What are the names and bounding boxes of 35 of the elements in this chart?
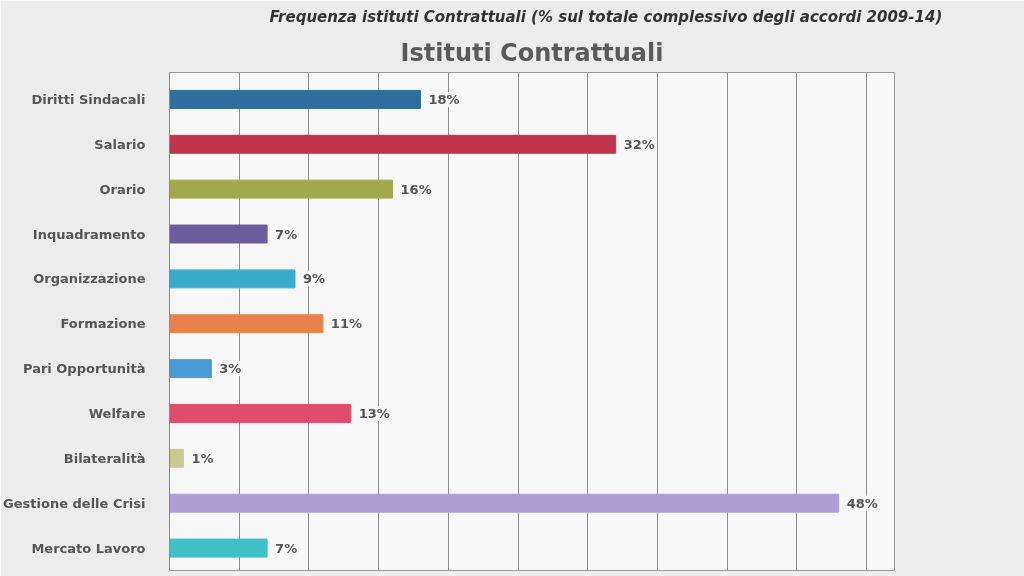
bar [169,179,394,199]
chart-title: Istituti Contrattuali [400,38,664,67]
y-tick-label: Formazione [60,316,146,332]
data-label: 16% [400,181,432,197]
text: Frequenza istituti Contrattuali (% sul totale complessivo degli accordi 2009-14) [269,7,943,26]
data-label: 7% [275,226,298,242]
y-tick-label: Bilateralità [63,450,146,466]
y-tick-label: Inquadramento [32,226,146,242]
bar [169,134,617,154]
data-label: 48% [846,495,878,511]
data-label: 11% [330,316,362,332]
bar [169,89,421,109]
bar [169,269,296,289]
data-label: 32% [623,136,655,152]
bar [169,538,268,558]
y-tick-label: Organizzazione [33,271,146,287]
data-label: 18% [428,91,460,107]
data-label: 9% [302,271,326,287]
y-tick-label: Diritti Sindacali [31,91,146,107]
data-label: 7% [275,540,298,556]
data-label: 13% [358,405,390,421]
bar [169,448,184,468]
data-label: 1% [191,450,214,466]
y-tick-label: Gestione delle Crisi [3,495,146,511]
bar [169,359,212,379]
bar [169,224,268,244]
y-tick-label: Mercato Lavoro [31,540,146,556]
bar [169,314,324,334]
bar [169,404,352,423]
y-tick-label: Welfare [88,405,146,421]
y-tick-label: Pari Opportunità [22,361,146,377]
y-tick-label: Orario [99,181,146,197]
bar [169,493,840,513]
y-tick-label: Salario [94,136,146,152]
data-label: 3% [219,361,242,377]
